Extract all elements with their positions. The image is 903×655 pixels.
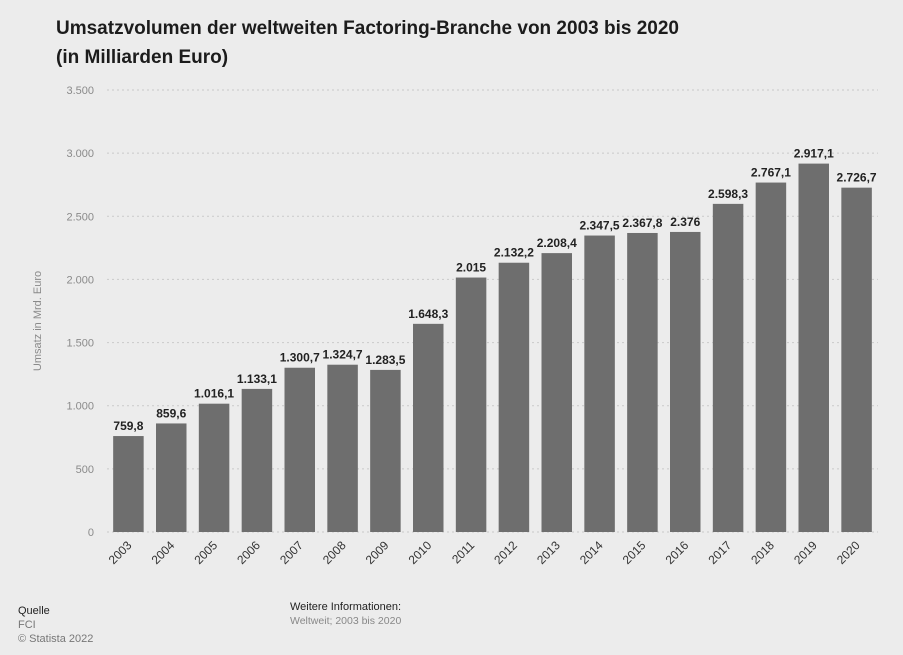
- bar-2011[interactable]: [455, 277, 487, 532]
- source-block: Quelle FCI © Statista 2022: [18, 604, 93, 646]
- x-tick-label-2014: 2014: [577, 538, 606, 567]
- grid-lines: [107, 89, 878, 533]
- x-tick-label-2012: 2012: [491, 538, 520, 567]
- data-label-2004: 859,6: [156, 406, 186, 420]
- x-tick-label-2017: 2017: [705, 538, 734, 567]
- x-tick-label-2013: 2013: [534, 538, 563, 567]
- data-label-2006: 1.133,1: [237, 372, 277, 386]
- bar-2018[interactable]: [755, 182, 787, 532]
- bar-2019[interactable]: [798, 163, 830, 532]
- bar-2004[interactable]: [156, 423, 187, 532]
- bar-2016[interactable]: [670, 231, 701, 533]
- data-label-2007: 1.300,7: [280, 351, 320, 365]
- bar-2007[interactable]: [284, 367, 316, 532]
- bar-2008[interactable]: [327, 364, 358, 532]
- chart-title: Umsatzvolumen der weltweiten Factoring-B…: [56, 14, 679, 72]
- bar-2017[interactable]: [712, 203, 744, 532]
- x-tick-label-2008: 2008: [320, 538, 349, 567]
- info-text: Weltweit; 2003 bis 2020: [290, 615, 402, 627]
- bar-2014[interactable]: [584, 235, 615, 532]
- y-tick-label: 2.500: [66, 211, 94, 223]
- x-tick-label-2011: 2011: [449, 538, 477, 566]
- y-tick-label: 2.000: [66, 274, 94, 286]
- y-tick-label: 0: [88, 527, 94, 539]
- x-tick-label-2019: 2019: [791, 538, 820, 567]
- data-label-2010: 1.648,3: [408, 307, 448, 321]
- x-tick-label-2006: 2006: [234, 538, 263, 567]
- x-axis-tick-labels: 2003 2004 2005 2006 2007 2008 2009 2010 2011 2012…: [106, 538, 863, 567]
- y-axis-title: Umsatz in Mrd. Euro: [32, 271, 44, 371]
- bar-2013[interactable]: [541, 253, 573, 532]
- source-heading: Quelle: [18, 605, 50, 617]
- data-label-2008: 1.324,7: [323, 348, 363, 362]
- x-tick-label-2003: 2003: [106, 538, 135, 567]
- data-label-2009: 1.283,5: [365, 353, 405, 367]
- bars: [113, 163, 872, 533]
- x-tick-label-2016: 2016: [663, 538, 692, 567]
- bar-2020[interactable]: [841, 187, 872, 532]
- data-label-2011: 2.015: [456, 261, 486, 275]
- bar-2006[interactable]: [241, 388, 273, 532]
- x-tick-label-2020: 2020: [834, 538, 863, 567]
- y-tick-label: 1.000: [66, 401, 94, 413]
- bar-2003[interactable]: [113, 436, 144, 532]
- x-tick-label-2015: 2015: [620, 538, 649, 567]
- data-label-2019: 2.917,1: [794, 147, 834, 161]
- bar-2015[interactable]: [627, 232, 658, 532]
- data-label-2012: 2.132,2: [494, 246, 534, 260]
- data-label-2003: 759,8: [113, 419, 143, 433]
- y-tick-label: 500: [76, 464, 94, 476]
- y-tick-label: 3.000: [66, 148, 94, 160]
- copyright: © Statista 2022: [18, 633, 94, 645]
- data-label-2015: 2.367,8: [622, 216, 662, 230]
- data-label-2013: 2.208,4: [537, 236, 577, 250]
- x-tick-label-2009: 2009: [363, 538, 392, 567]
- data-label-2016: 2.376: [670, 215, 700, 229]
- data-label-2017: 2.598,3: [708, 187, 748, 201]
- info-heading: Weitere Informationen:: [290, 601, 402, 613]
- bar-2009[interactable]: [370, 369, 401, 532]
- x-tick-label-2018: 2018: [748, 538, 777, 567]
- data-label-2014: 2.347,5: [580, 219, 620, 233]
- x-tick-label-2010: 2010: [406, 538, 435, 567]
- bar-chart: 0 500 1.000 1.500 2.000 2.500 3.000 3.500 759,8…: [32, 85, 878, 567]
- x-tick-label-2005: 2005: [191, 538, 220, 567]
- x-tick-label-2004: 2004: [149, 538, 178, 567]
- bar-2005[interactable]: [198, 403, 230, 532]
- info-block: Weitere Informationen: Weltweit; 2003 bi…: [290, 600, 401, 628]
- data-label-2020: 2.726,7: [837, 171, 877, 185]
- bar-2010[interactable]: [413, 323, 444, 532]
- bar-2012[interactable]: [498, 262, 530, 532]
- chart-title-line-2: (in Milliarden Euro): [56, 47, 229, 68]
- data-label-2005: 1.016,1: [194, 387, 234, 401]
- y-axis-tick-labels: 0 500 1.000 1.500 2.000 2.500 3.000 3.500: [66, 85, 94, 539]
- y-tick-label: 1.500: [66, 338, 94, 350]
- x-tick-label-2007: 2007: [277, 538, 306, 567]
- data-label-2018: 2.767,1: [751, 166, 791, 180]
- chart-title-line-1: Umsatzvolumen der weltweiten Factoring-B…: [56, 18, 679, 39]
- source-name: FCI: [18, 619, 36, 631]
- y-tick-label: 3.500: [66, 85, 94, 97]
